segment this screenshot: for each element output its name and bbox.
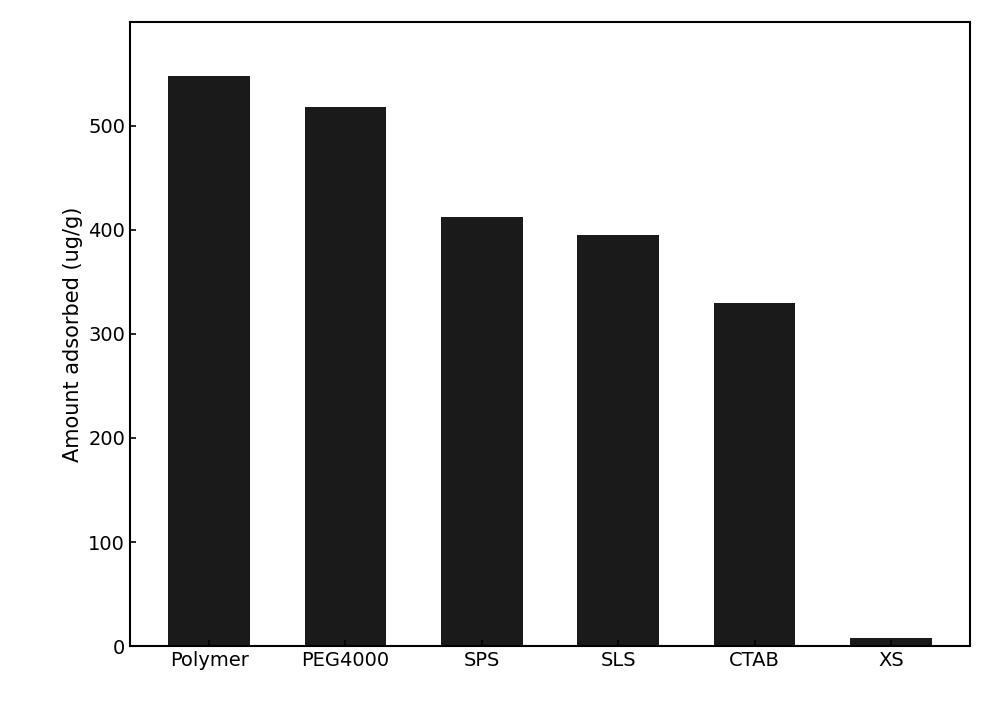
Y-axis label: Amount adsorbed (ug/g): Amount adsorbed (ug/g) xyxy=(63,206,83,462)
Bar xyxy=(577,235,659,646)
Bar xyxy=(305,107,386,646)
Bar xyxy=(168,75,250,646)
Bar xyxy=(441,218,523,646)
Bar xyxy=(714,302,795,646)
Bar xyxy=(850,638,932,646)
